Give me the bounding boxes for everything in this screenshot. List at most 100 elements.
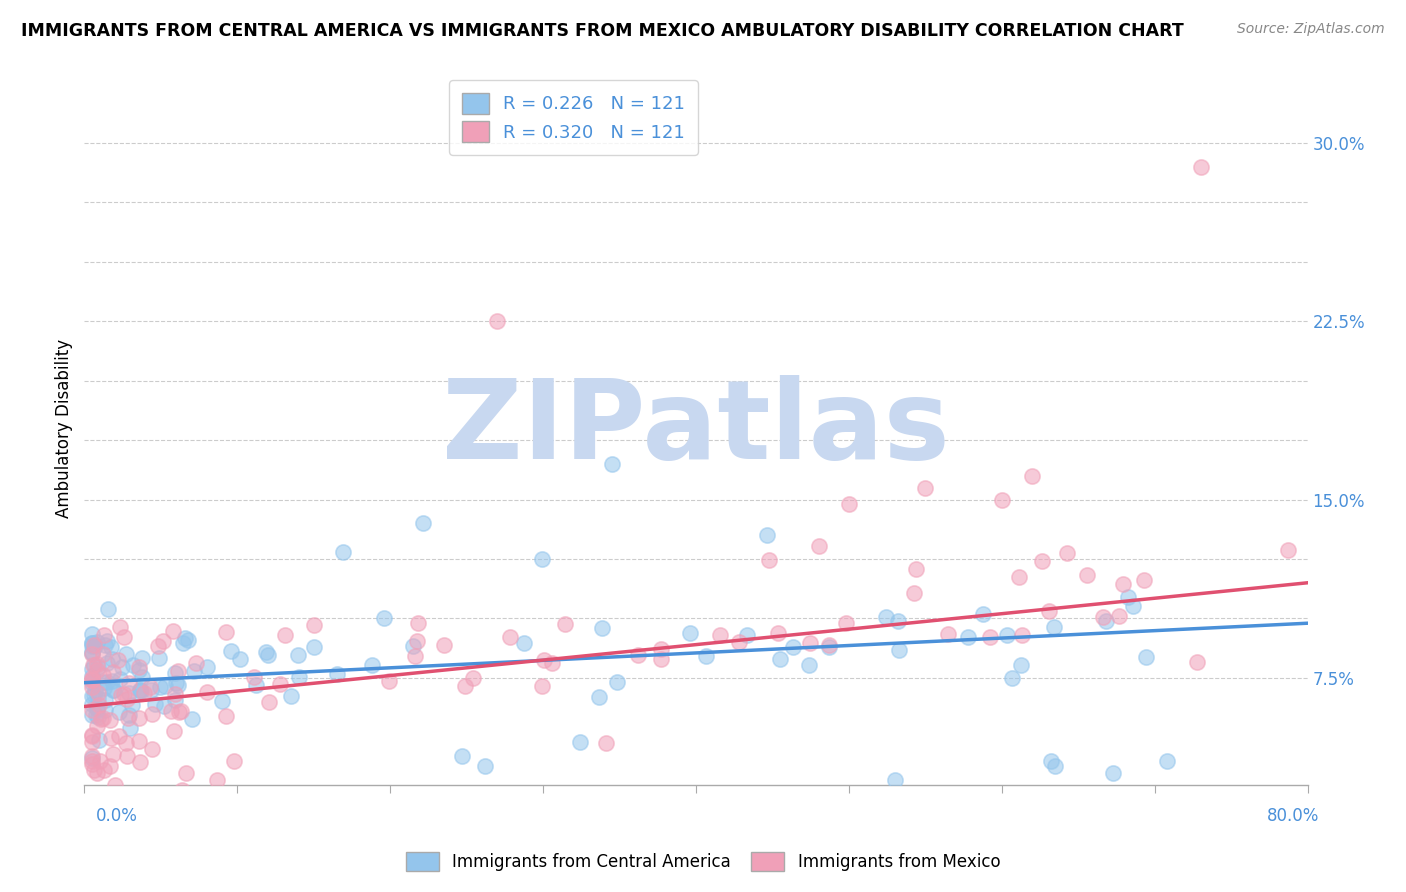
Immigrants from Mexico: [269, 677, 291, 691]
Immigrants from Mexico: [86, 719, 108, 733]
Immigrants from Mexico: [904, 562, 927, 576]
Immigrants from Central America: [412, 516, 434, 531]
Immigrants from Central America: [591, 621, 613, 635]
Immigrants from Central America: [280, 689, 302, 703]
Immigrants from Central America: [817, 640, 839, 655]
Immigrants from Central America: [172, 636, 194, 650]
Immigrants from Central America: [83, 657, 105, 672]
Immigrants from Central America: [163, 666, 186, 681]
Immigrants from Central America: [121, 658, 143, 673]
Immigrants from Central America: [80, 698, 103, 712]
Immigrants from Central America: [782, 640, 804, 654]
Immigrants from Central America: [1156, 754, 1178, 768]
Immigrants from Central America: [287, 670, 309, 684]
Immigrants from Central America: [129, 683, 152, 698]
Immigrants from Mexico: [80, 728, 103, 742]
Immigrants from Central America: [1135, 650, 1157, 665]
Immigrants from Central America: [87, 691, 110, 706]
Immigrants from Mexico: [1185, 656, 1208, 670]
Immigrants from Mexico: [132, 686, 155, 700]
Immigrants from Mexico: [176, 766, 198, 780]
Immigrants from Mexico: [90, 712, 112, 726]
Immigrants from Mexico: [215, 624, 238, 639]
Text: 0.0%: 0.0%: [96, 807, 138, 825]
Immigrants from Mexico: [499, 630, 522, 644]
Immigrants from Central America: [83, 639, 105, 653]
Immigrants from Central America: [972, 607, 994, 621]
Immigrants from Central America: [80, 635, 103, 649]
Legend: R = 0.226   N = 121, R = 0.320   N = 121: R = 0.226 N = 121, R = 0.320 N = 121: [450, 80, 697, 154]
Immigrants from Mexico: [595, 736, 617, 750]
Immigrants from Central America: [512, 636, 534, 650]
Immigrants from Mexico: [433, 638, 456, 652]
Immigrants from Mexico: [184, 656, 207, 670]
Immigrants from Mexico: [799, 635, 821, 649]
Immigrants from Mexico: [807, 539, 830, 553]
Immigrants from Mexico: [128, 660, 150, 674]
Immigrants from Central America: [257, 648, 280, 662]
Immigrants from Mexico: [170, 704, 193, 718]
Immigrants from Central America: [600, 457, 623, 471]
Immigrants from Mexico: [1112, 577, 1135, 591]
Immigrants from Mexico: [82, 657, 104, 672]
Immigrants from Central America: [254, 645, 277, 659]
Immigrants from Central America: [80, 707, 103, 722]
Immigrants from Central America: [97, 602, 120, 616]
Immigrants from Central America: [110, 660, 132, 674]
Immigrants from Central America: [83, 688, 105, 702]
Immigrants from Mexico: [80, 754, 103, 768]
Immigrants from Central America: [606, 674, 628, 689]
Immigrants from Central America: [96, 675, 118, 690]
Immigrants from Central America: [195, 660, 218, 674]
Immigrants from Mexico: [727, 635, 749, 649]
Immigrants from Central America: [91, 674, 114, 689]
Immigrants from Mexico: [1277, 543, 1299, 558]
Legend: Immigrants from Central America, Immigrants from Mexico: Immigrants from Central America, Immigra…: [398, 843, 1008, 880]
Immigrants from Central America: [80, 675, 103, 690]
Immigrants from Central America: [1116, 591, 1139, 605]
Immigrants from Mexico: [112, 687, 135, 701]
Immigrants from Central America: [94, 693, 117, 707]
Immigrants from Central America: [86, 702, 108, 716]
Immigrants from Mexico: [80, 735, 103, 749]
Immigrants from Central America: [83, 683, 105, 698]
Immigrants from Central America: [531, 552, 554, 566]
Immigrants from Central America: [755, 528, 778, 542]
Immigrants from Mexico: [108, 730, 131, 744]
Immigrants from Central America: [1094, 614, 1116, 628]
Immigrants from Mexico: [406, 616, 429, 631]
Immigrants from Mexico: [541, 656, 564, 670]
Immigrants from Mexico: [533, 653, 555, 667]
Immigrants from Mexico: [87, 685, 110, 699]
Immigrants from Mexico: [302, 617, 325, 632]
Immigrants from Central America: [117, 685, 139, 699]
Immigrants from Mexico: [163, 724, 186, 739]
Immigrants from Central America: [1102, 766, 1125, 780]
Immigrants from Central America: [183, 665, 205, 679]
Immigrants from Mexico: [80, 729, 103, 743]
Text: IMMIGRANTS FROM CENTRAL AMERICA VS IMMIGRANTS FROM MEXICO AMBULATORY DISABILITY : IMMIGRANTS FROM CENTRAL AMERICA VS IMMIG…: [21, 22, 1184, 40]
Immigrants from Central America: [326, 667, 349, 681]
Immigrants from Central America: [148, 651, 170, 665]
Immigrants from Central America: [80, 636, 103, 650]
Immigrants from Central America: [129, 684, 152, 698]
Immigrants from Central America: [167, 678, 190, 692]
Y-axis label: Ambulatory Disability: Ambulatory Disability: [55, 339, 73, 517]
Immigrants from Mexico: [101, 665, 124, 679]
Immigrants from Central America: [101, 683, 124, 698]
Immigrants from Mexico: [979, 630, 1001, 644]
Immigrants from Mexico: [107, 653, 129, 667]
Immigrants from Central America: [153, 699, 176, 714]
Immigrants from Mexico: [838, 497, 860, 511]
Immigrants from Central America: [957, 630, 980, 644]
Immigrants from Central America: [103, 683, 125, 698]
Immigrants from Mexico: [139, 681, 162, 695]
Immigrants from Central America: [474, 759, 496, 773]
Immigrants from Central America: [101, 674, 124, 689]
Immigrants from Mexico: [115, 736, 138, 750]
Immigrants from Central America: [108, 672, 131, 686]
Immigrants from Mexico: [406, 634, 429, 648]
Immigrants from Central America: [361, 657, 384, 672]
Immigrants from Central America: [886, 614, 908, 628]
Immigrants from Mexico: [991, 492, 1014, 507]
